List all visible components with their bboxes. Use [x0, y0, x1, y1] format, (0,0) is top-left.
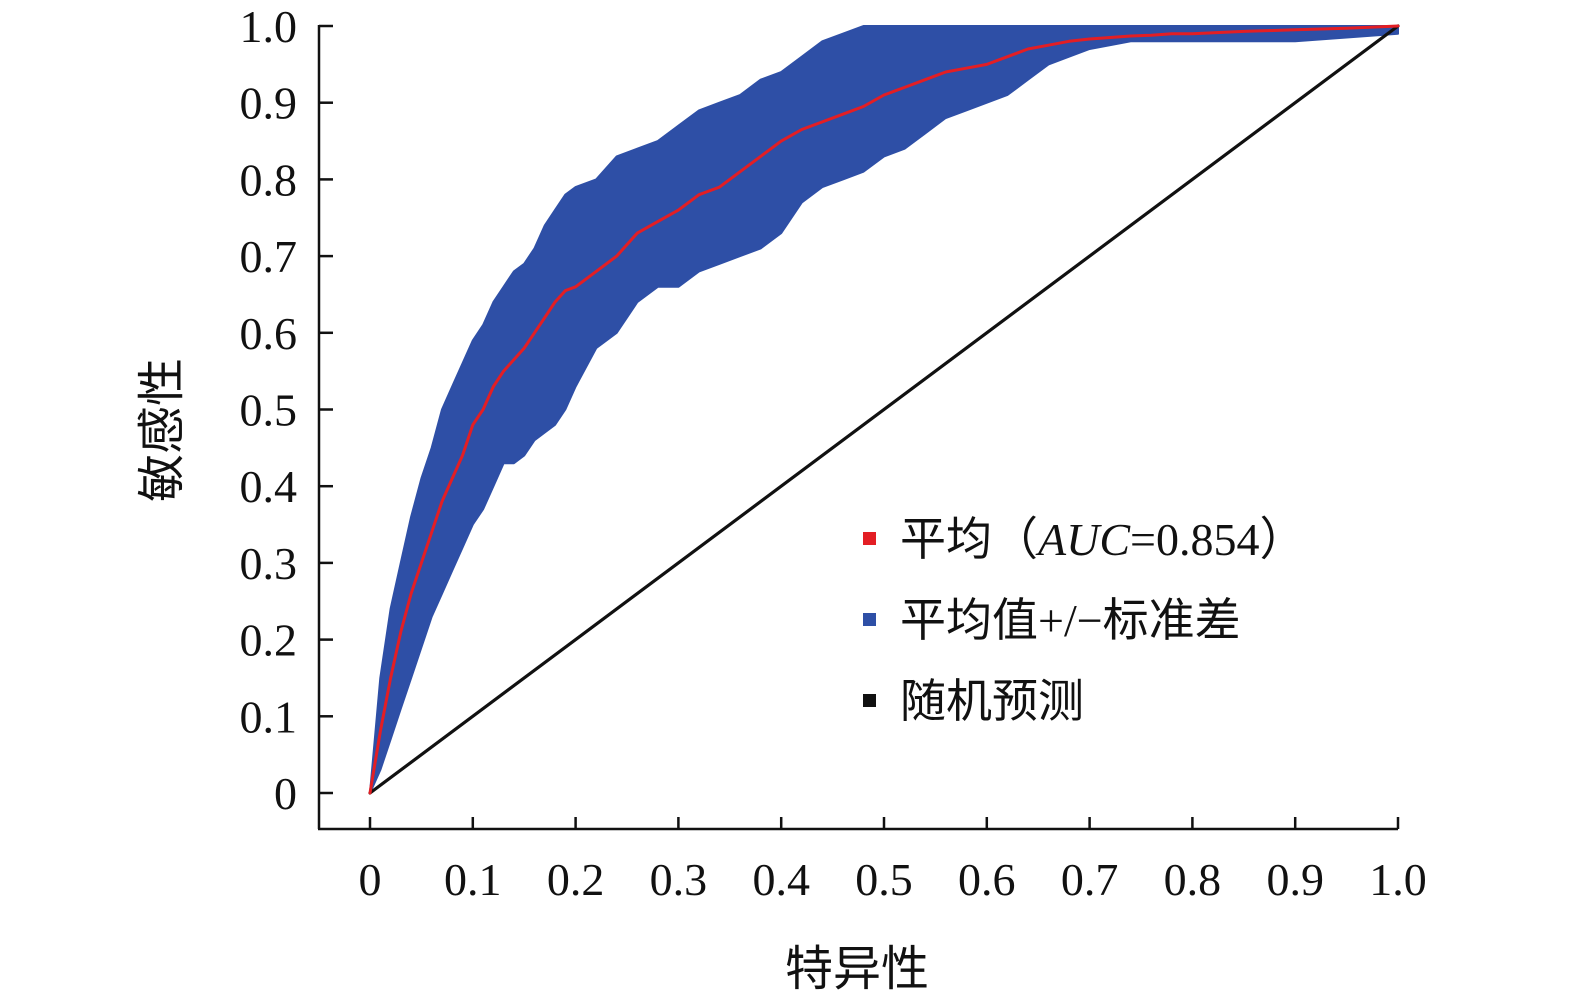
axes: [317, 25, 1398, 831]
x-tick-label: 0.7: [1061, 854, 1119, 905]
legend-label-std-band: 平均值+/−标准差: [900, 595, 1241, 646]
legend-label-mean: 平均（AUC=0.854）: [900, 514, 1305, 565]
x-tick-label: 0: [359, 854, 382, 905]
y-tick-label: 0.8: [240, 154, 298, 205]
series-line-layer: [368, 24, 1400, 795]
legend-item-mean: 平均（AUC=0.854）: [863, 514, 1305, 565]
x-tick-label: 0.8: [1164, 854, 1222, 905]
x-ticks: 0 0.1 0.2 0.3 0.4 0.5 0.6 0.7 0.8 0.9 1.0: [359, 817, 1427, 905]
legend-item-random: 随机预测: [863, 676, 1084, 727]
x-tick-label: 0.3: [650, 854, 708, 905]
x-tick-label: 0.9: [1266, 854, 1324, 905]
x-tick-label: 0.2: [547, 854, 605, 905]
y-tick-label: 0.3: [240, 538, 298, 589]
y-axis-label: 敏感性: [136, 358, 189, 502]
y-tick-label: 0.6: [240, 308, 298, 359]
legend-swatch-mean: [863, 532, 876, 545]
y-tick-label: 0.7: [240, 231, 298, 282]
x-tick-label: 0.1: [444, 854, 502, 905]
y-tick-label: 0.5: [240, 385, 298, 436]
y-tick-label: 0: [274, 768, 297, 819]
legend-swatch-random: [863, 694, 876, 707]
random-prediction-line: [368, 24, 1400, 795]
y-tick-label: 0.2: [240, 615, 298, 666]
mean-roc-line: [368, 24, 1400, 795]
std-band-layer: [369, 25, 1399, 794]
y-tick-label: 1.0: [240, 1, 298, 52]
y-tick-label: 0.4: [240, 461, 298, 512]
legend: 平均（AUC=0.854） 平均值+/−标准差 随机预测: [863, 514, 1305, 727]
plot-area: 0 0.1 0.2 0.3 0.4 0.5 0.6 0.7 0.8 0.9 1.0 00.10.20…: [240, 1, 1427, 905]
x-tick-label: 1.0: [1369, 854, 1427, 905]
x-tick-label: 0.5: [855, 854, 913, 905]
x-tick-label: 0.4: [752, 854, 810, 905]
std-band-area: [369, 25, 1399, 794]
legend-swatch-std-band: [863, 613, 876, 626]
legend-item-std-band: 平均值+/−标准差: [863, 595, 1241, 646]
x-tick-label: 0.6: [958, 854, 1016, 905]
x-axis-label: 特异性: [785, 943, 929, 996]
y-ticks: 0 0.1 0.2 0.3 0.4 0.5 0.6 0.7 0.8 0.9 1.0: [240, 1, 333, 819]
legend-label-random: 随机预测: [900, 676, 1084, 727]
y-tick-label: 0.1: [240, 691, 298, 742]
y-tick-label: 0.9: [240, 78, 298, 129]
